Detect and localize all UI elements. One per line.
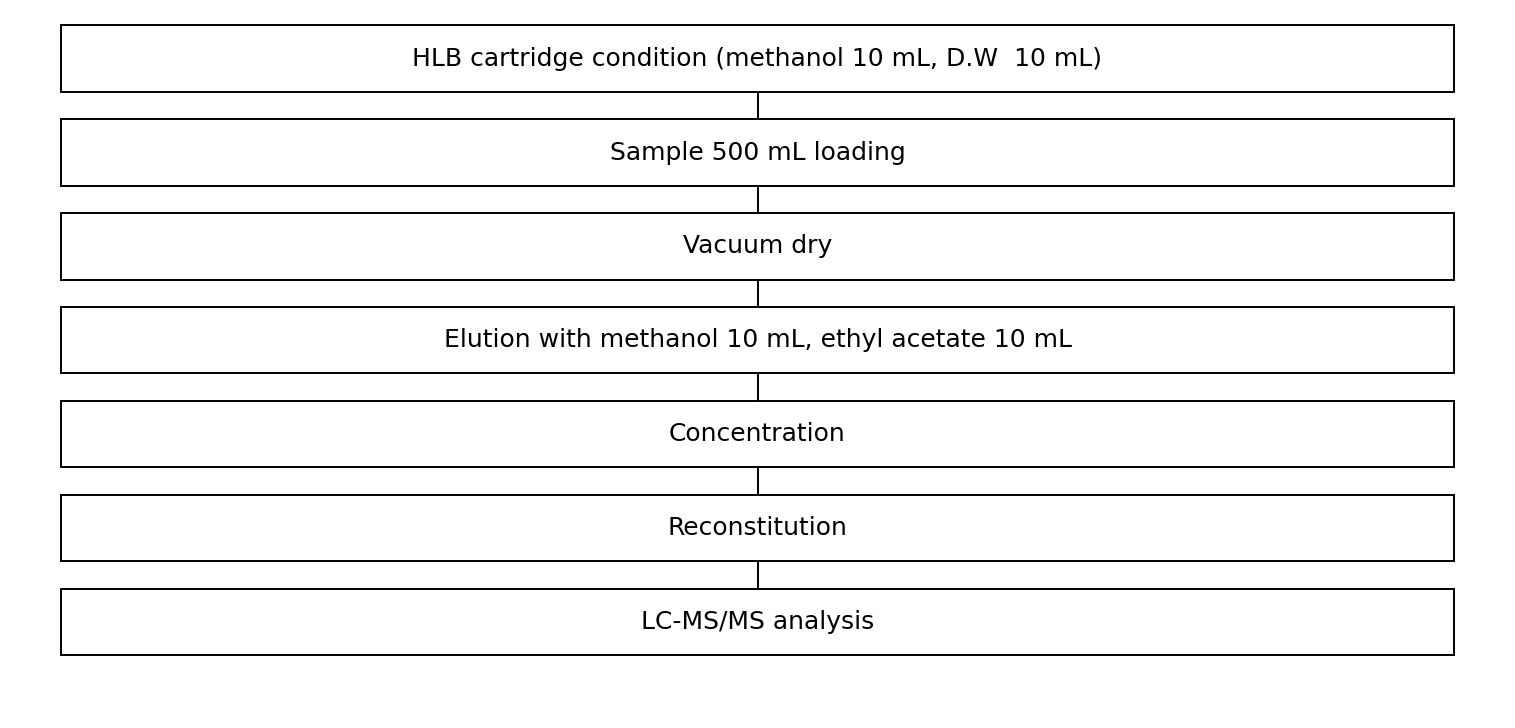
- Text: HLB cartridge condition (methanol 10 mL, D.W  10 mL): HLB cartridge condition (methanol 10 mL,…: [412, 47, 1103, 71]
- Bar: [61, 119, 1454, 186]
- Text: Vacuum dry: Vacuum dry: [683, 234, 832, 258]
- Bar: [61, 307, 1454, 373]
- Text: Reconstitution: Reconstitution: [668, 516, 847, 540]
- Text: LC-MS/MS analysis: LC-MS/MS analysis: [641, 610, 874, 634]
- Bar: [61, 589, 1454, 655]
- Bar: [61, 25, 1454, 92]
- Text: Sample 500 mL loading: Sample 500 mL loading: [609, 141, 906, 165]
- Bar: [61, 495, 1454, 561]
- Bar: [61, 213, 1454, 280]
- Text: Concentration: Concentration: [670, 422, 845, 446]
- Bar: [61, 401, 1454, 467]
- Text: Elution with methanol 10 mL, ethyl acetate 10 mL: Elution with methanol 10 mL, ethyl aceta…: [444, 328, 1071, 352]
